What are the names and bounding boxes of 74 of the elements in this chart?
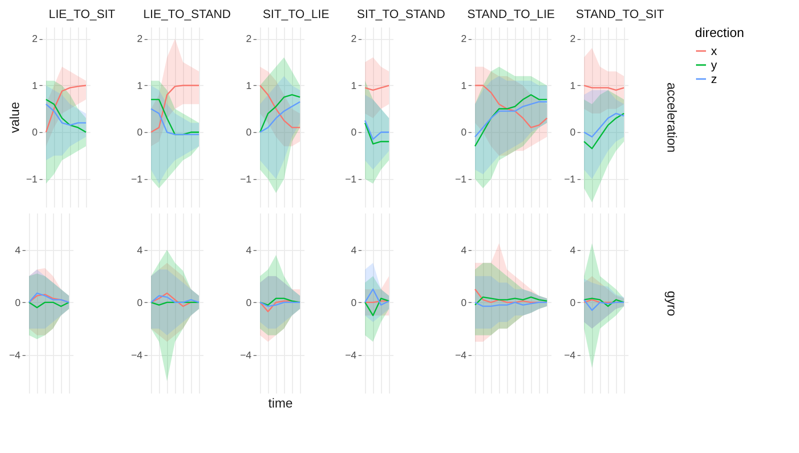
line-series bbox=[583, 112, 625, 138]
y-tick-label: −4 bbox=[345, 350, 357, 362]
y-tick-label: 2 bbox=[136, 34, 143, 46]
legend-label: x bbox=[711, 44, 717, 58]
y-tick-label: −1 bbox=[131, 174, 143, 186]
y-tick-label: 0 bbox=[14, 298, 21, 309]
line-series bbox=[583, 112, 625, 150]
y-tick-label: 2 bbox=[32, 34, 38, 46]
chart-title: STAND_TO_LIE bbox=[467, 7, 555, 21]
line-series bbox=[474, 296, 548, 306]
y-tick-label: 2 bbox=[350, 34, 357, 46]
y-tick-label: 0 bbox=[246, 298, 252, 309]
y-tick-label: −1 bbox=[345, 174, 357, 186]
y-tick-label: 2 bbox=[570, 34, 576, 46]
y-tick-label: 1 bbox=[136, 80, 143, 92]
line-series bbox=[150, 108, 200, 136]
y-tick-label: −1 bbox=[26, 174, 38, 186]
y-tick-label: 0 bbox=[136, 128, 143, 139]
line-series bbox=[150, 84, 200, 133]
y-axis-title: value bbox=[7, 102, 22, 134]
y-tick-label: 0 bbox=[350, 128, 357, 139]
y-tick-label: 0 bbox=[32, 128, 38, 139]
y-tick-label: −1 bbox=[455, 174, 467, 186]
y-tick-label: 1 bbox=[570, 80, 576, 92]
y-tick-label: −1 bbox=[564, 174, 576, 186]
legend-label: y bbox=[711, 58, 717, 72]
chart-title: SIT_TO_LIE bbox=[262, 7, 330, 21]
y-tick-label: 4 bbox=[14, 245, 21, 256]
y-tick-label: −4 bbox=[131, 350, 143, 362]
y-tick-label: 0 bbox=[136, 298, 143, 309]
line-series bbox=[259, 84, 301, 128]
line-series bbox=[45, 84, 87, 133]
line-series bbox=[150, 295, 200, 303]
y-tick-label: 1 bbox=[460, 80, 467, 92]
line-series bbox=[45, 98, 87, 133]
line-series bbox=[474, 94, 548, 147]
y-tick-label: −4 bbox=[455, 350, 467, 362]
y-tick-label: 2 bbox=[460, 34, 467, 46]
chart-title: SIT_TO_STAND bbox=[356, 7, 446, 21]
y-tick-label: 4 bbox=[460, 245, 467, 256]
y-tick-label: 0 bbox=[570, 298, 576, 309]
y-tick-label: 4 bbox=[570, 245, 576, 256]
y-tick-label: 2 bbox=[246, 34, 252, 46]
y2-axis-title: acceleration bbox=[664, 82, 680, 153]
y-tick-label: 1 bbox=[246, 80, 252, 92]
y-tick-label: −4 bbox=[240, 350, 252, 362]
y-tick-label: 1 bbox=[32, 80, 38, 92]
line-series bbox=[474, 84, 548, 128]
line-series bbox=[259, 94, 301, 133]
y-tick-label: 1 bbox=[350, 80, 357, 92]
legend-title: direction bbox=[695, 25, 744, 40]
chart-title: LIE_TO_SIT bbox=[48, 7, 116, 21]
y-tick-label: −4 bbox=[564, 350, 576, 362]
chart-title: STAND_TO_SIT bbox=[576, 7, 665, 21]
legend-label: z bbox=[711, 72, 717, 86]
line-series bbox=[150, 98, 200, 136]
line-series bbox=[45, 103, 87, 126]
y-tick-label: 4 bbox=[246, 245, 252, 256]
chart-title: LIE_TO_STAND bbox=[143, 7, 232, 21]
line-series bbox=[259, 101, 301, 133]
y-tick-label: 0 bbox=[460, 128, 467, 139]
y-tick-label: 0 bbox=[350, 298, 357, 309]
y-tick-label: 0 bbox=[246, 128, 252, 139]
y-tick-label: 4 bbox=[350, 245, 357, 256]
y2-axis-title: gyro bbox=[664, 290, 680, 316]
y-tick-label: 0 bbox=[460, 298, 467, 309]
x-axis-title: time bbox=[268, 396, 293, 410]
line-series bbox=[583, 299, 625, 311]
y-tick-label: 0 bbox=[570, 128, 576, 139]
y-tick-label: −1 bbox=[240, 174, 252, 186]
line-series bbox=[583, 298, 625, 307]
line-series bbox=[474, 101, 548, 138]
y-tick-label: −4 bbox=[9, 350, 21, 362]
y-tick-label: 4 bbox=[136, 245, 143, 256]
